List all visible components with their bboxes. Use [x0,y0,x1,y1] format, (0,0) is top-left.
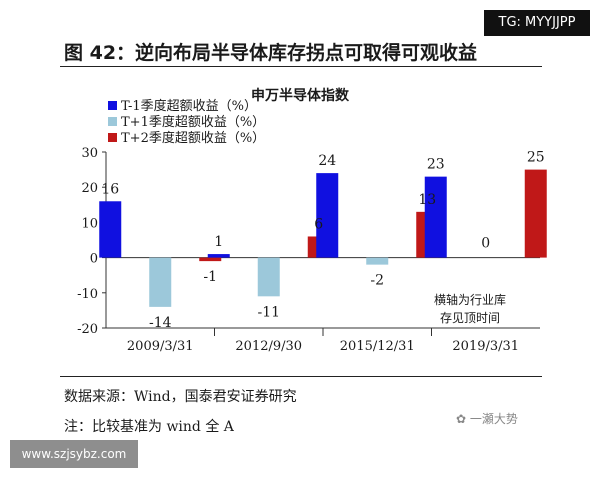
y-tick-label: 20 [81,181,98,196]
bar-series2-2009/3/31 [149,257,172,307]
bar-series1-2012/9/30 [207,254,230,258]
bar-series2-2015/12/31 [366,257,389,265]
wechat-icon: ✿ [456,412,467,426]
y-tick-label: 0 [90,252,98,267]
wechat-logo: ✿ 一瀬大势 [456,410,518,427]
footer-rule [60,376,542,377]
note-text: 注：比较基准为 wind 全 A [64,419,234,435]
chart-bars [99,169,547,307]
data-label: -14 [149,315,172,331]
wechat-account-name: 一瀬大势 [469,412,518,426]
data-label: 23 [427,157,445,173]
bar-series1-2019/3/31 [424,176,447,258]
legend-label-2: T+1季度超额收益（%） [121,114,265,130]
data-label: 1 [214,234,223,250]
title-rule [60,66,542,67]
bar-series1-2009/3/31 [99,201,122,258]
data-label: 16 [101,181,119,197]
bar-series3-2019/3/31 [524,169,547,258]
data-label: 6 [314,216,323,232]
data-label: -1 [203,269,217,285]
legend-label-3: T+2季度超额收益（%） [121,130,265,146]
legend-swatch-3 [108,133,117,142]
source-text: 数据来源：Wind，国泰君安证券研究 [64,389,297,405]
data-label: 24 [318,153,336,169]
data-label: 13 [418,192,436,208]
legend-swatch-2 [108,117,117,126]
x-tick-label: 2012/9/30 [235,339,302,354]
data-label: 25 [527,150,545,166]
chart-title: 申万半导体指数 [251,87,350,104]
x-tick-label: 2015/12/31 [340,339,415,354]
y-tick-label: -20 [77,322,98,337]
figure-title: 图 42：逆向布局半导体库存拐点可取得可观收益 [64,42,478,64]
legend-label-1: T-1季度超额收益（%） [121,98,257,114]
x-tick-label: 2019/3/31 [452,339,519,354]
annotation-line-2: 存见顶时间 [440,311,500,325]
y-tick-label: -10 [77,287,98,302]
y-tick-label: 30 [81,146,98,161]
y-tick-label: 10 [81,216,98,231]
bar-series1-2015/12/31 [316,173,339,258]
watermark-bottom: www.szjsybz.com [10,440,138,468]
x-tick-label: 2009/3/31 [127,339,194,354]
legend-swatch-1 [108,101,117,110]
data-label: -11 [257,304,280,320]
data-label: -2 [370,273,384,289]
chart-legend: T-1季度超额收益（%）T+1季度超额收益（%）T+2季度超额收益（%） [108,98,265,146]
bar-series3-2009/3/31 [199,257,222,262]
data-label: 0 [481,236,490,252]
watermark-top: TG: MYYJJPP [484,10,590,36]
bar-series2-2012/9/30 [257,257,280,297]
annotation-line-1: 横轴为行业库 [434,292,506,307]
